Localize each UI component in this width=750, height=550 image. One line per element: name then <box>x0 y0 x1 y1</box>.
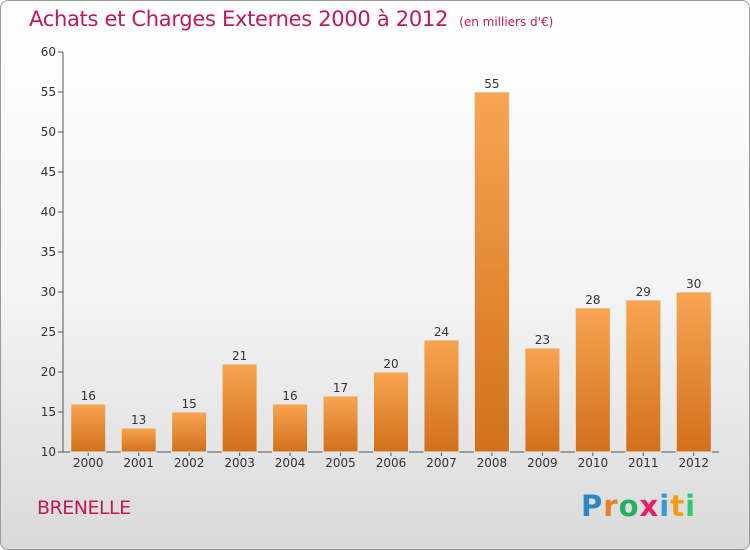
bar-2002 <box>171 411 208 453</box>
value-label: 13 <box>131 413 146 427</box>
x-tick-label: 2002 <box>174 456 205 470</box>
value-label: 28 <box>585 293 600 307</box>
proxiti-logo[interactable]: Proxiti <box>581 489 696 523</box>
value-label: 20 <box>383 357 398 371</box>
y-tick-label: 40 <box>41 205 56 219</box>
y-tick-label: 15 <box>41 405 56 419</box>
bars: 16 13 15 21 16 17 20 24 55 23 28 29 30 <box>70 77 712 453</box>
chart-title-block: Achats et Charges Externes 2000 à 2012 (… <box>29 7 553 31</box>
bar-2011 <box>625 299 662 453</box>
x-tick-label: 2006 <box>376 456 407 470</box>
value-label: 21 <box>232 349 247 363</box>
value-label: 17 <box>333 381 348 395</box>
value-label: 55 <box>484 77 499 91</box>
logo-letter: o <box>618 489 640 523</box>
logo-letter: x <box>639 489 660 523</box>
bar-2012 <box>675 291 712 453</box>
bar-2004 <box>272 403 309 453</box>
value-label: 16 <box>282 389 297 403</box>
y-tick-label: 60 <box>41 45 56 59</box>
x-tick-label: 2008 <box>477 456 508 470</box>
y-tick-label: 25 <box>41 325 56 339</box>
y-tick-label: 35 <box>41 245 56 259</box>
x-tick-label: 2007 <box>426 456 457 470</box>
x-tick-label: 2004 <box>275 456 306 470</box>
chart-unit: (en milliers d'€) <box>459 15 554 29</box>
bar-2008 <box>473 91 510 453</box>
bar-2007 <box>423 339 460 453</box>
x-tick-label: 2010 <box>578 456 609 470</box>
logo-letter: i <box>659 489 671 523</box>
y-tick-label: 10 <box>41 445 56 459</box>
bar-2005 <box>322 395 359 453</box>
x-tick-label: 2001 <box>123 456 154 470</box>
bar-2010 <box>574 307 611 453</box>
bar-2003 <box>221 363 258 453</box>
logo-letter: P <box>581 489 604 523</box>
x-tick-label: 2000 <box>73 456 104 470</box>
commune-name: BRENELLE <box>37 497 131 519</box>
logo-letter: t <box>670 489 686 523</box>
x-tick-label: 2012 <box>678 456 709 470</box>
chart-title: Achats et Charges Externes 2000 à 2012 <box>29 7 449 31</box>
value-label: 15 <box>182 397 197 411</box>
value-label: 29 <box>636 285 651 299</box>
y-tick-label: 45 <box>41 165 56 179</box>
y-tick-label: 30 <box>41 285 56 299</box>
y-tick-label: 20 <box>41 365 56 379</box>
bar-2000 <box>70 403 107 453</box>
bar-2009 <box>524 347 561 453</box>
x-tick-label: 2009 <box>527 456 558 470</box>
logo-letter: r <box>603 489 619 523</box>
y-tick-label: 50 <box>41 125 56 139</box>
bar-2006 <box>373 371 409 453</box>
x-tick-label: 2003 <box>224 456 255 470</box>
y-tick-label: 55 <box>41 85 56 99</box>
bar-2001 <box>120 427 157 453</box>
value-label: 24 <box>434 325 449 339</box>
value-label: 16 <box>81 389 96 403</box>
axes: 10 15 20 25 30 35 40 45 50 55 60 2000 2001 2002 2003 20… <box>41 45 719 470</box>
value-label: 23 <box>535 333 550 347</box>
logo-letter: i <box>685 489 697 523</box>
x-tick-label: 2005 <box>325 456 356 470</box>
value-label: 30 <box>686 277 701 291</box>
x-tick-label: 2011 <box>628 456 659 470</box>
